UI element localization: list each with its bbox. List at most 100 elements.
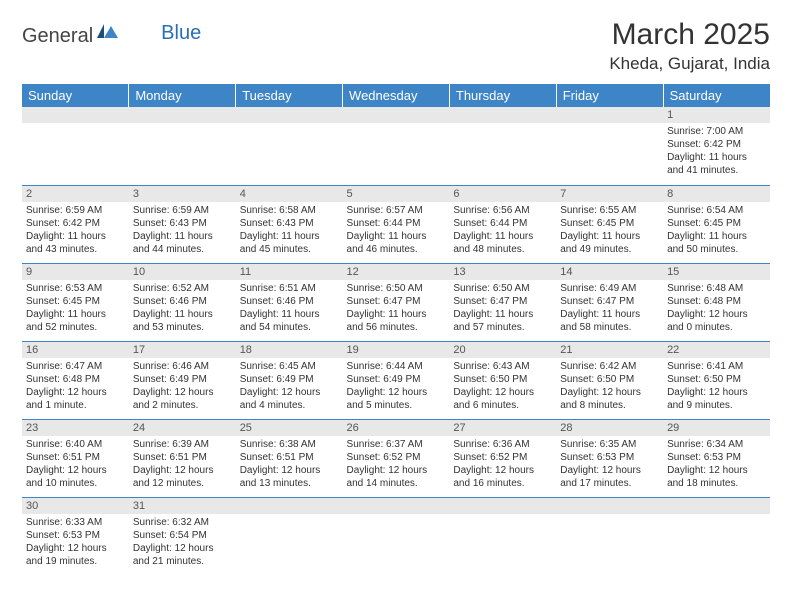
sunrise-text: Sunrise: 6:44 AM [347,360,446,373]
calendar-day: 23Sunrise: 6:40 AMSunset: 6:51 PMDayligh… [22,419,129,497]
sunset-text: Sunset: 6:45 PM [667,217,766,230]
day-number [663,498,770,514]
day-number: 4 [236,186,343,202]
sunrise-text: Sunrise: 6:59 AM [26,204,125,217]
calendar-table: SundayMondayTuesdayWednesdayThursdayFrid… [22,84,770,575]
sunrise-text: Sunrise: 6:37 AM [347,438,446,451]
sunset-text: Sunset: 6:48 PM [667,295,766,308]
daylight-text: Daylight: 11 hours and 43 minutes. [26,230,125,256]
calendar-day: 7Sunrise: 6:55 AMSunset: 6:45 PMDaylight… [556,185,663,263]
daylight-text: Daylight: 12 hours and 10 minutes. [26,464,125,490]
calendar-day: 14Sunrise: 6:49 AMSunset: 6:47 PMDayligh… [556,263,663,341]
day-header: Monday [129,84,236,107]
calendar-day: 17Sunrise: 6:46 AMSunset: 6:49 PMDayligh… [129,341,236,419]
day-header: Thursday [449,84,556,107]
day-number [343,498,450,514]
sunrise-text: Sunrise: 6:39 AM [133,438,232,451]
daylight-text: Daylight: 11 hours and 57 minutes. [453,308,552,334]
logo-text-blue: Blue [161,22,201,45]
sunset-text: Sunset: 6:50 PM [667,373,766,386]
daylight-text: Daylight: 11 hours and 48 minutes. [453,230,552,256]
day-number: 20 [449,342,556,358]
day-number: 14 [556,264,663,280]
daylight-text: Daylight: 11 hours and 44 minutes. [133,230,232,256]
day-number: 17 [129,342,236,358]
month-title: March 2025 [609,18,770,52]
calendar-body: 1Sunrise: 7:00 AMSunset: 6:42 PMDaylight… [22,107,770,575]
day-number: 24 [129,420,236,436]
day-number: 12 [343,264,450,280]
day-number: 19 [343,342,450,358]
daylight-text: Daylight: 12 hours and 19 minutes. [26,542,125,568]
sunset-text: Sunset: 6:49 PM [240,373,339,386]
calendar-day: 4Sunrise: 6:58 AMSunset: 6:43 PMDaylight… [236,185,343,263]
sunrise-text: Sunrise: 6:54 AM [667,204,766,217]
calendar-day: 16Sunrise: 6:47 AMSunset: 6:48 PMDayligh… [22,341,129,419]
sunset-text: Sunset: 6:42 PM [26,217,125,230]
sunset-text: Sunset: 6:47 PM [347,295,446,308]
calendar-day: 15Sunrise: 6:48 AMSunset: 6:48 PMDayligh… [663,263,770,341]
calendar-week: 16Sunrise: 6:47 AMSunset: 6:48 PMDayligh… [22,341,770,419]
day-number [129,107,236,123]
day-number: 8 [663,186,770,202]
day-number: 10 [129,264,236,280]
calendar-day: 24Sunrise: 6:39 AMSunset: 6:51 PMDayligh… [129,419,236,497]
sunrise-text: Sunrise: 6:49 AM [560,282,659,295]
daylight-text: Daylight: 11 hours and 58 minutes. [560,308,659,334]
day-number: 15 [663,264,770,280]
calendar-week: 2Sunrise: 6:59 AMSunset: 6:42 PMDaylight… [22,185,770,263]
calendar-day: 8Sunrise: 6:54 AMSunset: 6:45 PMDaylight… [663,185,770,263]
daylight-text: Daylight: 11 hours and 53 minutes. [133,308,232,334]
sunrise-text: Sunrise: 6:52 AM [133,282,232,295]
day-number: 2 [22,186,129,202]
day-number [556,498,663,514]
sunrise-text: Sunrise: 6:55 AM [560,204,659,217]
sunset-text: Sunset: 6:47 PM [453,295,552,308]
calendar-day: 13Sunrise: 6:50 AMSunset: 6:47 PMDayligh… [449,263,556,341]
day-number: 31 [129,498,236,514]
calendar-empty [343,497,450,575]
day-number: 25 [236,420,343,436]
daylight-text: Daylight: 11 hours and 56 minutes. [347,308,446,334]
header: General Blue March 2025 Kheda, Gujarat, … [22,18,770,74]
sunrise-text: Sunrise: 6:43 AM [453,360,552,373]
calendar-empty [449,107,556,185]
calendar-day: 2 Sunrise: 6:59 AMSunset: 6:42 PMDaylight… [22,185,129,263]
calendar-week: 30Sunrise: 6:33 AMSunset: 6:53 PMDayligh… [22,497,770,575]
day-number: 7 [556,186,663,202]
location: Kheda, Gujarat, India [609,54,770,74]
calendar-empty [449,497,556,575]
day-number: 16 [22,342,129,358]
day-number [556,107,663,123]
daylight-text: Daylight: 11 hours and 52 minutes. [26,308,125,334]
day-number [236,107,343,123]
sunset-text: Sunset: 6:52 PM [347,451,446,464]
day-number: 18 [236,342,343,358]
day-number [236,498,343,514]
daylight-text: Daylight: 12 hours and 8 minutes. [560,386,659,412]
day-number: 22 [663,342,770,358]
sunset-text: Sunset: 6:42 PM [667,138,766,151]
sunrise-text: Sunrise: 6:50 AM [453,282,552,295]
calendar-day: 18Sunrise: 6:45 AMSunset: 6:49 PMDayligh… [236,341,343,419]
calendar-day: 10Sunrise: 6:52 AMSunset: 6:46 PMDayligh… [129,263,236,341]
calendar-day: 30Sunrise: 6:33 AMSunset: 6:53 PMDayligh… [22,497,129,575]
calendar-empty [236,497,343,575]
day-number: 6 [449,186,556,202]
sunset-text: Sunset: 6:52 PM [453,451,552,464]
daylight-text: Daylight: 12 hours and 1 minute. [26,386,125,412]
day-number: 11 [236,264,343,280]
day-number: 23 [22,420,129,436]
calendar-day: 25Sunrise: 6:38 AMSunset: 6:51 PMDayligh… [236,419,343,497]
sunrise-text: Sunrise: 6:58 AM [240,204,339,217]
title-block: March 2025 Kheda, Gujarat, India [609,18,770,74]
sunrise-text: Sunrise: 6:57 AM [347,204,446,217]
day-number: 27 [449,420,556,436]
sunrise-text: Sunrise: 6:53 AM [26,282,125,295]
sunset-text: Sunset: 6:53 PM [26,529,125,542]
sunrise-text: Sunrise: 6:38 AM [240,438,339,451]
day-number: 5 [343,186,450,202]
sunrise-text: Sunrise: 6:34 AM [667,438,766,451]
sunset-text: Sunset: 6:54 PM [133,529,232,542]
day-header: Tuesday [236,84,343,107]
